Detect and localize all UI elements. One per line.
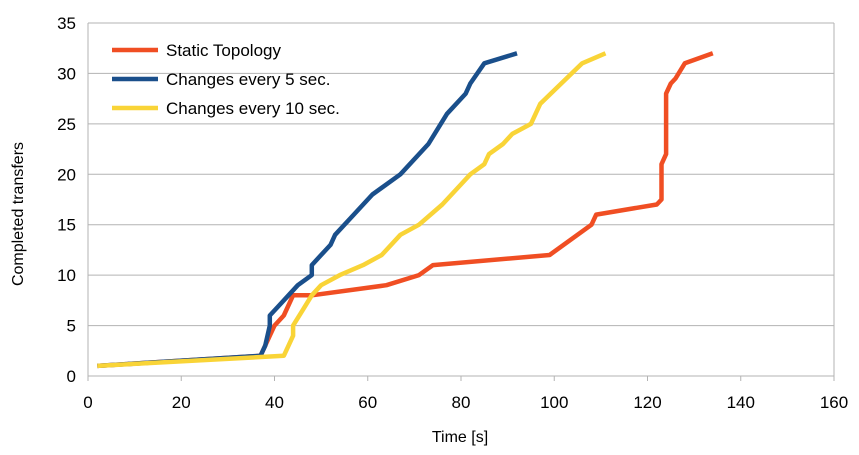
grid-layer bbox=[88, 22, 834, 377]
y-tick-label: 25 bbox=[57, 115, 76, 134]
legend-label: Static Topology bbox=[166, 41, 281, 60]
x-tick-label: 0 bbox=[83, 393, 92, 412]
axis-layer: 0 5 10 15 20 25 30 35 0 20 40 60 80 100 120 140 160 bbox=[57, 14, 848, 412]
y-tick-label: 35 bbox=[57, 14, 76, 33]
y-tick-label: 0 bbox=[67, 367, 76, 386]
series-line-3 bbox=[97, 51, 607, 369]
x-tick-label: 60 bbox=[358, 393, 377, 412]
y-tick-label: 5 bbox=[67, 317, 76, 336]
series-layer bbox=[97, 51, 714, 369]
series-line-1 bbox=[97, 51, 714, 369]
legend-label: Changes every 10 sec. bbox=[166, 99, 340, 118]
x-tick-label: 160 bbox=[820, 393, 848, 412]
y-axis-label: Completed transfers bbox=[10, 142, 27, 286]
y-tick-label: 20 bbox=[57, 165, 76, 184]
y-tick-label: 30 bbox=[57, 64, 76, 83]
legend: Static Topology Changes every 5 sec. Chang… bbox=[112, 41, 340, 118]
x-tick-label: 120 bbox=[633, 393, 661, 412]
legend-label: Changes every 5 sec. bbox=[166, 70, 330, 89]
x-tick-label: 80 bbox=[452, 393, 471, 412]
x-tick-label: 100 bbox=[540, 393, 568, 412]
x-axis-label: Time [s] bbox=[432, 429, 488, 446]
x-tick-label: 140 bbox=[727, 393, 755, 412]
x-tick-label: 20 bbox=[172, 393, 191, 412]
series-line-2 bbox=[97, 51, 518, 369]
y-tick-label: 15 bbox=[57, 216, 76, 235]
x-tick-label: 40 bbox=[265, 393, 284, 412]
y-tick-label: 10 bbox=[57, 266, 76, 285]
